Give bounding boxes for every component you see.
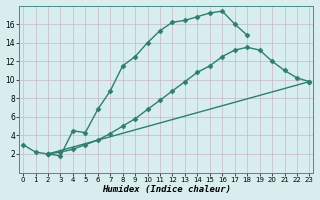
X-axis label: Humidex (Indice chaleur): Humidex (Indice chaleur) bbox=[102, 185, 231, 194]
